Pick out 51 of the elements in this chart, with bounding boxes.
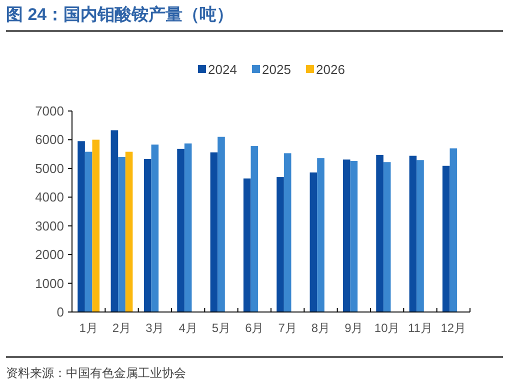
- bar: [151, 144, 159, 312]
- y-tick-label: 0: [56, 304, 64, 320]
- bar: [250, 146, 258, 312]
- bar: [92, 140, 100, 312]
- bar: [416, 160, 424, 312]
- x-tick-label: 10月: [374, 321, 400, 335]
- bar: [350, 160, 358, 312]
- bar: [177, 148, 184, 312]
- x-tick-label: 11月: [408, 321, 432, 335]
- bar: [210, 152, 218, 312]
- bar: [310, 172, 318, 312]
- bar: [442, 166, 450, 312]
- bar: [383, 162, 391, 312]
- chart-title: 图 24：国内钼酸铵产量（吨）: [6, 5, 234, 24]
- legend-label: 2024: [208, 62, 237, 77]
- bar: [84, 152, 92, 312]
- bar: [450, 148, 458, 312]
- bar: [376, 154, 384, 312]
- bar: [118, 156, 126, 312]
- bar: [218, 136, 225, 312]
- y-tick-label: 6000: [35, 132, 64, 148]
- bar: [125, 152, 133, 312]
- y-tick-label: 2000: [35, 247, 64, 262]
- y-tick-label: 5000: [35, 160, 64, 176]
- x-tick-label: 5月: [212, 321, 231, 335]
- bar: [276, 177, 284, 312]
- x-tick-label: 2月: [112, 321, 132, 335]
- bar: [342, 160, 350, 312]
- bar: [317, 158, 324, 312]
- x-tick-label: 12月: [440, 321, 466, 335]
- x-tick-label: 1月: [79, 321, 98, 335]
- y-tick-label: 1000: [35, 276, 64, 291]
- x-tick-label: 6月: [245, 321, 264, 335]
- text: 资料来源：中国有色金属工业协会: [6, 366, 186, 380]
- bar: [78, 141, 85, 312]
- bar: [284, 153, 292, 312]
- bar: [110, 130, 118, 312]
- y-tick-label: 4000: [35, 190, 64, 205]
- x-tick-label: 7月: [278, 321, 297, 335]
- bar: [144, 158, 152, 312]
- bar: [184, 143, 192, 312]
- legend-label: 2025: [262, 62, 291, 77]
- y-tick-label: 7000: [35, 104, 64, 118]
- x-tick-label: 4月: [178, 321, 198, 335]
- x-tick-label: 8月: [311, 321, 330, 335]
- y-tick-label: 3000: [35, 218, 64, 234]
- x-tick-label: 3月: [146, 321, 164, 335]
- bar: [409, 156, 417, 312]
- bar: [243, 178, 251, 312]
- legend-label: 2026: [316, 62, 345, 77]
- x-tick-label: 9月: [344, 321, 364, 335]
